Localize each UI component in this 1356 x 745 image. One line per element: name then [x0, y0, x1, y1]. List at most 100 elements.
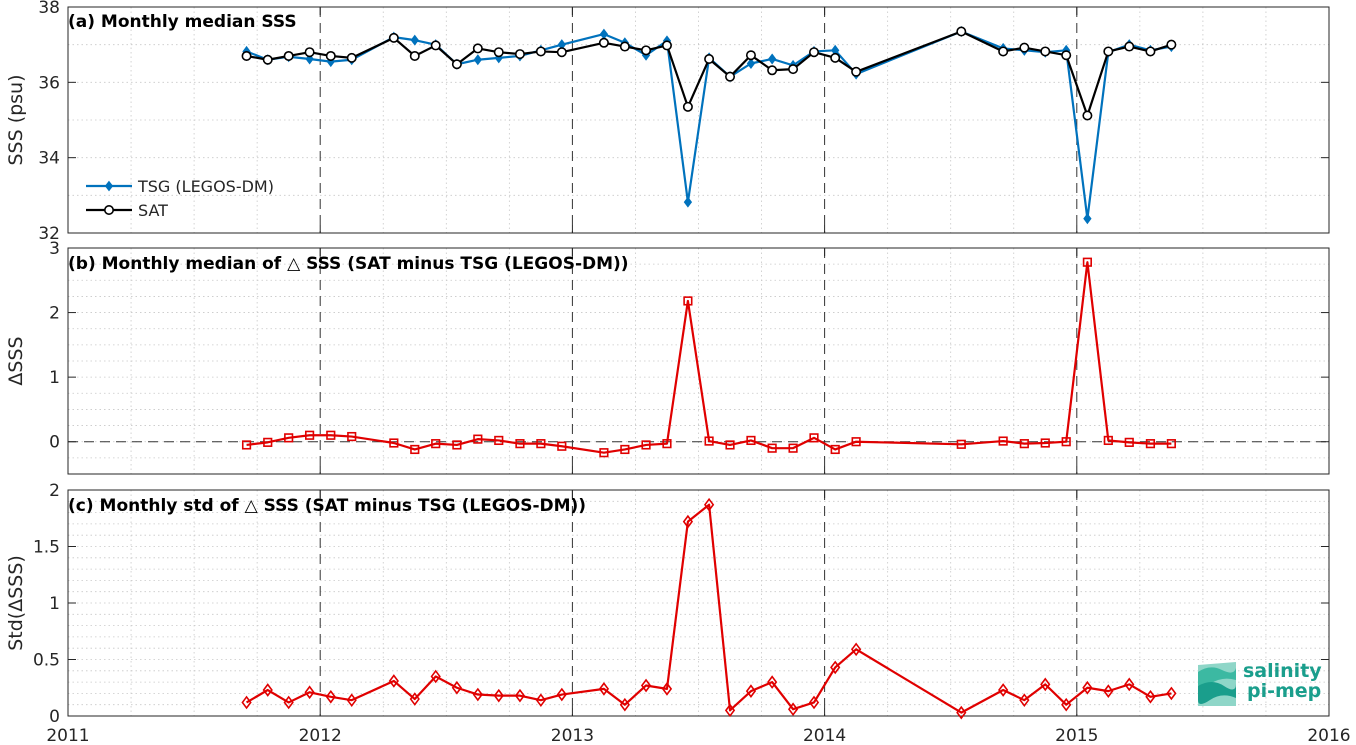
y-axis-label: ΔSSS: [5, 336, 27, 385]
data-point: [388, 674, 399, 688]
data-point: [619, 697, 630, 712]
x-tick-label: 2011: [46, 726, 89, 745]
data-point: [598, 682, 610, 696]
data-point: [851, 66, 862, 77]
data-point: [305, 430, 315, 440]
data-point: [410, 34, 419, 46]
data-point: [515, 439, 525, 449]
y-tick-label: 2: [49, 481, 60, 501]
data-point: [1103, 435, 1113, 446]
y-tick-label: 0.5: [33, 651, 60, 671]
data-point: [473, 54, 482, 66]
data-point: [535, 693, 546, 708]
data-point: [1061, 437, 1071, 447]
y-tick-label: 3: [49, 239, 60, 259]
data-point: [389, 438, 399, 448]
salinity-pimep-logo: salinity pi-mep: [1198, 660, 1322, 706]
data-point: [956, 705, 967, 720]
data-point: [1019, 439, 1029, 449]
data-point: [767, 443, 777, 453]
data-point: [1061, 697, 1072, 712]
data-point: [514, 688, 526, 703]
panel-b-median-delta-sss: 0 1 2 3 ΔSSS (b) Monthly median of △ SSS (SAT…: [5, 239, 1330, 475]
data-point: [746, 435, 756, 446]
data-point: [767, 65, 778, 76]
data-point: [956, 26, 967, 37]
data-point: [346, 693, 357, 708]
axes-box: [67, 6, 1330, 234]
data-point: [431, 439, 441, 449]
series-line: [246, 503, 1172, 714]
x-tick-label: 2013: [551, 726, 594, 745]
axes-box: [67, 247, 1330, 475]
data-point: [325, 689, 336, 704]
data-point: [788, 64, 799, 75]
data-point: [347, 431, 357, 442]
data-point: [851, 437, 861, 447]
data-point: [1103, 46, 1114, 57]
data-point: [1103, 684, 1114, 698]
data-point: [725, 440, 735, 450]
data-point: [304, 47, 315, 58]
y-axis-label: SSS (psu): [5, 74, 27, 165]
data-point: [536, 439, 546, 449]
legend: TSG (LEGOS-DM) SAT: [86, 177, 274, 220]
series-line: [246, 261, 1172, 454]
logo-line-1: salinity: [1243, 660, 1322, 682]
logo-line-2: pi-mep: [1247, 680, 1321, 702]
y-tick-label: 38: [38, 0, 60, 18]
panel-title: (b) Monthly median of △ SSS (SAT minus T…: [68, 254, 629, 274]
data-point: [1082, 680, 1093, 695]
panel-title: (a) Monthly median SSS: [68, 12, 297, 32]
data-point: [851, 642, 862, 657]
data-point: [262, 683, 273, 697]
y-tick-label: 34: [38, 149, 60, 169]
data-point: [1040, 46, 1051, 57]
data-point: [1124, 41, 1135, 52]
data-point: [325, 50, 336, 61]
x-tick-label: 2016: [1307, 726, 1350, 745]
data-point: [661, 40, 672, 51]
data-point: [263, 437, 273, 447]
data-point: [514, 49, 525, 60]
data-point: [1124, 677, 1135, 692]
data-point: [284, 433, 294, 443]
y-tick-label: 32: [38, 224, 60, 244]
data-point: [326, 430, 336, 440]
panel-title: (c) Monthly std of △ SSS (SAT minus TSG …: [68, 496, 586, 516]
data-point: [1145, 46, 1156, 57]
data-point: [452, 440, 462, 450]
series-line: [246, 30, 1172, 117]
data-point: [494, 435, 504, 446]
x-tick-label: 2012: [299, 726, 342, 745]
data-point: [472, 687, 483, 702]
data-point: [1083, 213, 1092, 225]
data-point: [619, 41, 630, 52]
data-point: [430, 669, 441, 684]
data-point: [599, 28, 609, 40]
data-point: [1082, 110, 1093, 121]
data-point: [998, 683, 1009, 697]
data-point: [746, 57, 756, 70]
wave-logo-icon: [1198, 662, 1236, 706]
panel-a-median-sss: 32 34 36 38 SSS (psu) (a) Monthly median SSS T…: [5, 0, 1330, 244]
data-point: [704, 436, 714, 446]
data-point: [409, 50, 420, 61]
y-tick-label: 1.5: [33, 538, 60, 558]
data-point: [241, 695, 252, 710]
data-point: [1166, 686, 1177, 701]
data-point: [1019, 42, 1030, 53]
panel-c-std-delta-sss: 0 0.5 1 1.5 2 2011 2012 2013 2014 2015 2016 Std(ΔSS…: [5, 481, 1351, 745]
data-point: [1040, 438, 1050, 448]
data-point: [473, 434, 483, 444]
data-point: [1019, 693, 1030, 708]
data-point: [1145, 439, 1156, 449]
data-point: [493, 688, 504, 703]
data-point: [1124, 437, 1134, 447]
data-point: [809, 433, 819, 443]
data-point: [1040, 677, 1051, 692]
data-point: [556, 687, 567, 702]
data-point: [388, 32, 399, 43]
data-point: [704, 53, 715, 64]
